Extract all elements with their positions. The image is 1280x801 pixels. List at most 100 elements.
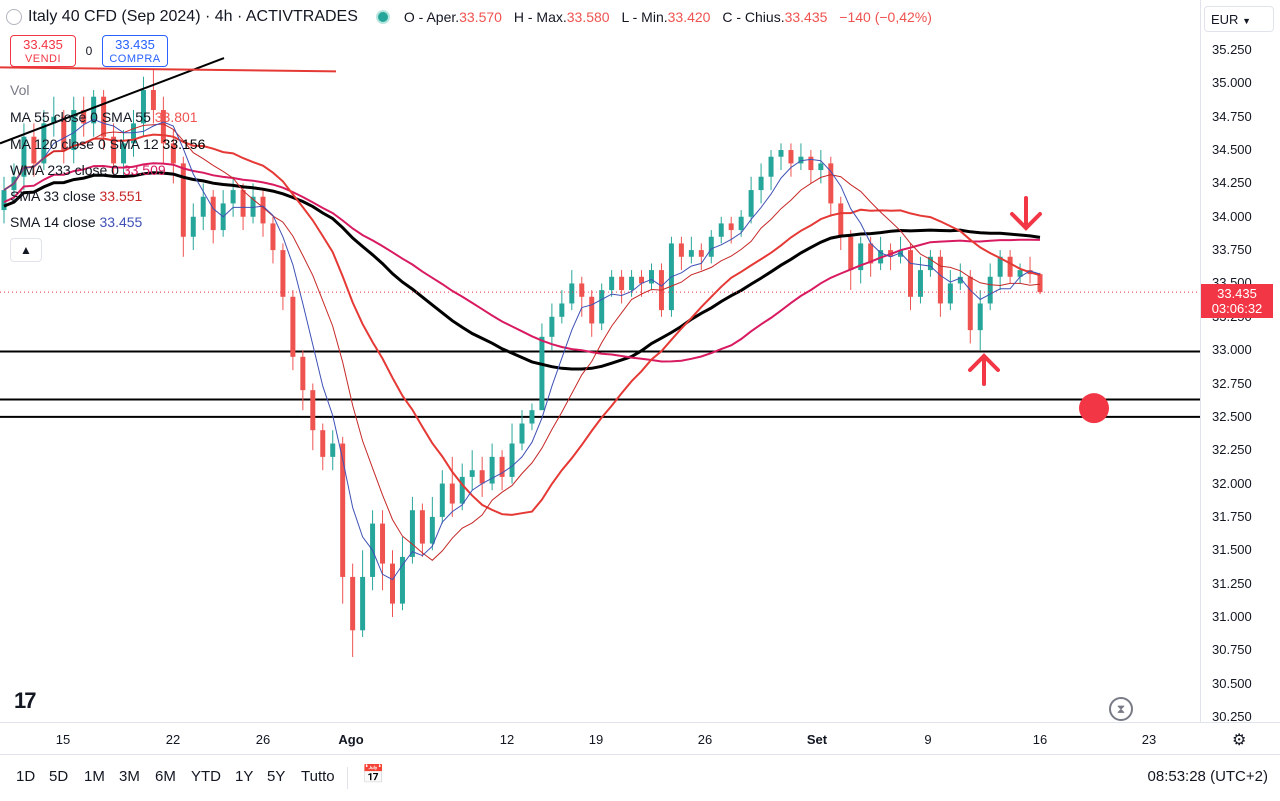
candle [41, 123, 47, 164]
range-button-ytd[interactable]: YTD [191, 768, 221, 785]
candle [380, 523, 386, 564]
candle [51, 116, 57, 124]
indicator-sma33[interactable]: SMA 33 close 33.551 [10, 188, 142, 204]
candle [91, 96, 97, 124]
gear-icon[interactable]: ⚙ [1232, 732, 1247, 749]
ohlc-readout: O - Aper.33.570 H - Max.33.580 L - Min.3… [404, 9, 940, 25]
candle [160, 110, 166, 144]
ma120-line [3, 171, 1041, 371]
range-button-3m[interactable]: 3M [119, 768, 140, 785]
collapse-legend-button[interactable]: ▲ [10, 238, 42, 262]
indicator-ma55-label: MA 55 close 0 SMA 55 [10, 109, 151, 125]
indicator-vol[interactable]: Vol [10, 82, 29, 98]
open-label: O - Aper. [403, 9, 460, 25]
candle [808, 156, 814, 171]
time-tick-label: 26 [697, 732, 713, 747]
indicator-wma233[interactable]: WMA 233 close 0 33.509 [10, 162, 166, 178]
time-tick-label: 9 [924, 732, 932, 747]
time-tick-label: 22 [165, 732, 181, 747]
indicator-ma120[interactable]: MA 120 close 0 SMA 12 33.156 [10, 136, 205, 152]
candle [499, 456, 505, 477]
indicator-ma55[interactable]: MA 55 close 0 SMA 55 33.801 [10, 109, 198, 125]
candle [1037, 274, 1043, 293]
range-button-1y[interactable]: 1Y [235, 768, 254, 785]
candle [150, 90, 156, 111]
time-axis[interactable]: ⚙ 15 22 26 Ago 12 19 26 Set 9 16 23 [0, 722, 1280, 755]
candle [340, 443, 346, 577]
indicator-sma33-value: 33.551 [99, 188, 143, 204]
calendar-icon[interactable]: 📅 [362, 764, 385, 784]
candle [81, 110, 87, 124]
indicator-ma55-value: 33.801 [154, 109, 198, 125]
range-button-1d[interactable]: 1D [16, 768, 36, 785]
candle [629, 276, 635, 291]
candle [688, 250, 694, 257]
range-button-5d[interactable]: 5D [49, 768, 69, 785]
range-button-1m[interactable]: 1M [84, 768, 105, 785]
candle [459, 476, 465, 504]
trend-line [0, 57, 225, 145]
symbol-icon[interactable] [6, 9, 22, 25]
range-button-6m[interactable]: 6M [155, 768, 176, 785]
candle [609, 276, 615, 291]
indicator-vol-label: Vol [10, 82, 30, 98]
candle [1, 190, 7, 211]
price-tick-label: 31.750 [1212, 508, 1252, 524]
candle [977, 303, 983, 331]
candle [31, 136, 37, 164]
price-tick-label: 35.000 [1212, 75, 1252, 91]
price-axis[interactable]: 35.250 35.000 34.750 34.500 34.250 34.000 33.7… [1200, 0, 1280, 724]
candle [419, 510, 425, 544]
candle [260, 196, 266, 224]
candle [539, 336, 545, 411]
range-button-tutto[interactable]: Tutto [301, 768, 335, 785]
sell-button[interactable]: 33.435 VENDI [10, 35, 76, 67]
candle [559, 303, 565, 317]
candle [529, 410, 535, 424]
price-tick-label: 31.500 [1212, 542, 1252, 558]
candle [21, 136, 27, 177]
candle [997, 256, 1003, 277]
price-tick-label: 32.000 [1212, 475, 1252, 491]
price-tick-label: 31.250 [1212, 575, 1252, 591]
candle [649, 270, 654, 284]
indicator-sma33-label: SMA 33 close [10, 188, 96, 204]
sma14-line [3, 118, 1041, 581]
chart-plot-area[interactable] [0, 0, 1200, 722]
candle [908, 250, 913, 297]
indicator-ma120-value: 33.156 [162, 136, 206, 152]
indicator-wma233-value: 33.509 [122, 162, 166, 178]
sell-label: VENDI [24, 53, 62, 65]
candle [121, 143, 127, 164]
candle [698, 250, 704, 257]
candle [280, 250, 286, 297]
candle [569, 283, 575, 304]
low-value: 33.420 [667, 9, 711, 25]
chart-title[interactable]: Italy 40 CFD (Sep 2024) · 4h · ACTIVTRAD… [28, 8, 358, 25]
candle [200, 196, 206, 217]
arrow-down-icon [1010, 196, 1042, 231]
candle [589, 296, 595, 324]
time-tick-label: 23 [1141, 732, 1157, 747]
clock[interactable]: 08:53:28 (UTC+2) [1147, 768, 1268, 785]
time-tick-label: 19 [588, 732, 604, 747]
buy-button[interactable]: 33.435 COMPRA [102, 35, 168, 67]
indicator-wma233-label: WMA 233 close 0 [10, 162, 119, 178]
tradingview-logo[interactable]: 17 [14, 688, 37, 714]
candle [758, 176, 764, 191]
price-tick-label: 30.500 [1212, 675, 1252, 691]
candle [1017, 270, 1023, 277]
candle [111, 136, 117, 164]
price-tick-label: 32.750 [1212, 375, 1252, 391]
candle [1007, 256, 1013, 277]
range-button-5y[interactable]: 5Y [267, 768, 286, 785]
high-value: 33.580 [566, 9, 610, 25]
target-dot [1079, 393, 1109, 424]
time-tick-label: 12 [499, 732, 515, 747]
candle [818, 163, 824, 171]
candle [728, 223, 734, 231]
candle [917, 270, 923, 297]
reset-chart-button[interactable]: ⧗ [1109, 697, 1133, 721]
currency-select[interactable]: EUR ▼ [1204, 6, 1274, 32]
indicator-sma14[interactable]: SMA 14 close 33.455 [10, 214, 142, 230]
